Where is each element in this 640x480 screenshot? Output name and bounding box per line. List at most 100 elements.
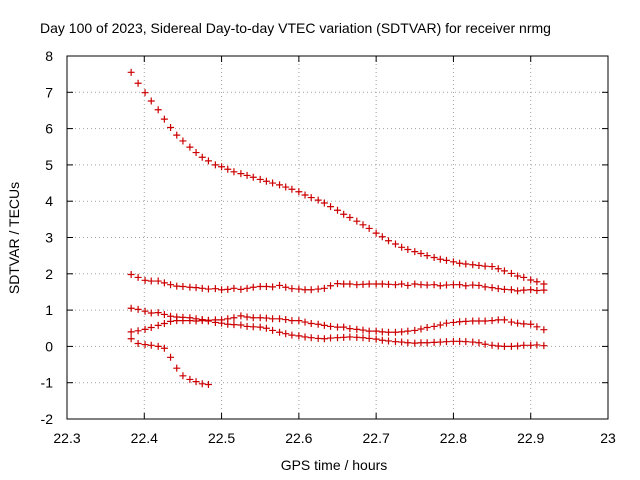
data-point [154, 321, 162, 329]
data-point [449, 258, 457, 266]
data-point [540, 280, 548, 288]
data-point [198, 317, 206, 325]
data-point [218, 316, 226, 324]
data-point [398, 280, 406, 288]
data-point [262, 324, 270, 332]
data-point [353, 333, 361, 341]
data-point [359, 334, 367, 342]
data-point [262, 314, 270, 322]
x-tick-label: 22.8 [440, 430, 467, 446]
data-point [391, 281, 399, 289]
data-point [514, 272, 522, 280]
data-point [276, 181, 284, 189]
data-point [192, 284, 200, 292]
y-tick-label: 4 [45, 193, 53, 209]
data-point [224, 315, 232, 323]
data-point [353, 325, 361, 333]
data-point [256, 323, 264, 331]
data-point [141, 276, 149, 284]
data-point [365, 280, 373, 288]
data-point [192, 317, 200, 325]
data-point [211, 161, 219, 169]
data-point [276, 281, 284, 289]
data-point [160, 115, 168, 123]
data-point [411, 326, 419, 334]
data-point [385, 337, 393, 345]
data-point [288, 185, 296, 193]
data-point [198, 380, 206, 388]
data-point [237, 170, 245, 178]
data-point [179, 317, 187, 325]
data-point [314, 334, 322, 342]
data-point [500, 316, 508, 324]
data-point [346, 214, 354, 222]
data-point [269, 326, 277, 334]
data-point [500, 267, 508, 275]
data-point [301, 286, 309, 294]
data-point [385, 328, 393, 336]
data-point [520, 320, 528, 328]
data-point [430, 338, 438, 346]
data-point [527, 276, 535, 284]
data-point [469, 317, 477, 325]
data-point [423, 339, 431, 347]
data-point [288, 285, 296, 293]
data-point [488, 263, 496, 271]
data-point [314, 320, 322, 328]
data-point [378, 233, 386, 241]
data-point [378, 280, 386, 288]
data-point [154, 309, 162, 317]
data-points [127, 68, 548, 389]
data-point [398, 243, 406, 251]
data-point [488, 284, 496, 292]
data-point [540, 342, 548, 350]
data-point [282, 183, 290, 191]
data-point [262, 177, 270, 185]
data-point [154, 342, 162, 350]
data-point [469, 281, 477, 289]
data-point [430, 322, 438, 330]
data-point [411, 248, 419, 256]
data-point [475, 317, 483, 325]
data-point [192, 378, 200, 386]
data-point [475, 281, 483, 289]
data-point [256, 283, 264, 291]
data-point [307, 194, 315, 202]
data-point [269, 283, 277, 291]
data-point [533, 286, 541, 294]
data-point [320, 199, 328, 207]
data-point [127, 335, 135, 343]
data-point [340, 210, 348, 218]
data-point [442, 338, 450, 346]
data-point [456, 281, 464, 289]
data-point [198, 153, 206, 161]
chart-title: Day 100 of 2023, Sidereal Day-to-day VTE… [40, 20, 551, 36]
data-point [334, 280, 341, 288]
data-point [436, 321, 444, 329]
data-point [533, 278, 541, 286]
data-point [365, 327, 373, 335]
data-point [269, 179, 277, 187]
x-tick-label: 22.6 [285, 430, 312, 446]
data-point [160, 344, 168, 352]
data-point [134, 327, 142, 335]
data-point [141, 325, 149, 333]
data-point [365, 224, 373, 232]
data-point [295, 285, 303, 293]
data-point [527, 320, 535, 328]
x-tick-label: 22.9 [517, 430, 544, 446]
y-tick-label: 2 [45, 266, 53, 282]
y-tick-label: 7 [45, 84, 53, 100]
data-point [527, 341, 535, 349]
data-point [320, 284, 328, 292]
data-point [127, 328, 135, 336]
data-point [160, 279, 168, 287]
data-point [417, 281, 425, 289]
data-point [218, 286, 226, 294]
y-tick-label: 6 [45, 121, 53, 137]
data-point [186, 283, 194, 291]
data-point [269, 315, 277, 323]
y-tick-label: 3 [45, 230, 53, 246]
data-point [249, 283, 257, 291]
